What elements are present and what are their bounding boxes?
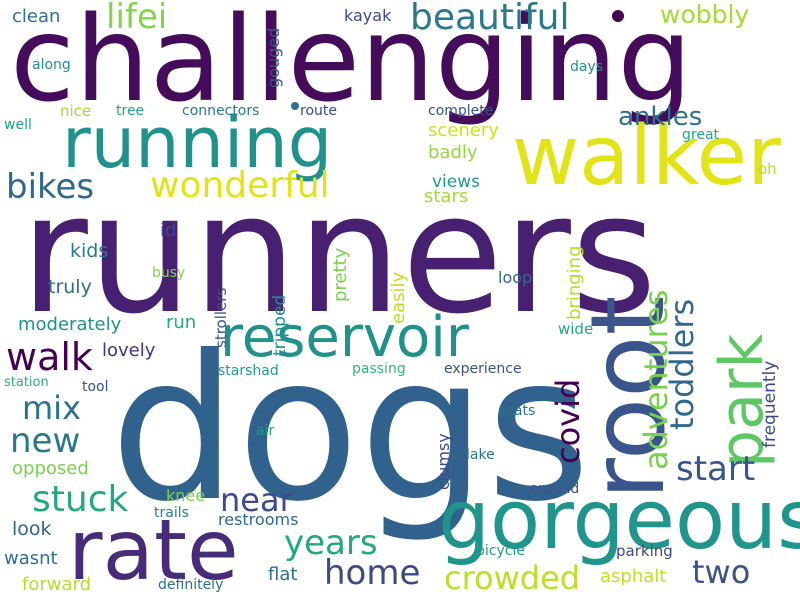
word-connectors: connectors (182, 103, 260, 119)
word-parking: parking (616, 542, 673, 560)
word-running: running (62, 102, 333, 184)
word-stuck: stuck (32, 479, 129, 520)
word-views: views (432, 172, 481, 192)
word-gouged: gouged (264, 27, 283, 88)
word-frequently: frequently (760, 360, 780, 448)
word-lovely: lovely (102, 340, 156, 361)
word-scenery: scenery (428, 120, 499, 141)
word-kids: kids (70, 240, 109, 262)
word-look: look (12, 518, 52, 540)
word-reservoir: reservoir (220, 305, 469, 370)
word-strollers: strollers (212, 287, 230, 348)
word-trails: trails (154, 505, 189, 521)
word-two: two (692, 553, 751, 591)
word-loop: loop (498, 268, 533, 287)
word-near: near (220, 481, 293, 519)
word-bicycle: bicycle (476, 543, 525, 559)
dot-mark (612, 10, 624, 22)
word-experience: experience (444, 361, 522, 377)
word-runners: runners (20, 158, 657, 350)
word-wonderful: wonderful (150, 165, 330, 206)
word-air: air (256, 423, 275, 439)
word-flat: flat (268, 564, 298, 585)
word-bringing: bringing (564, 245, 585, 321)
word-well: well (4, 117, 32, 133)
word-easily: easily (388, 271, 409, 324)
word-run: run (166, 312, 197, 333)
word-lake: lake (466, 447, 495, 463)
word-wasnt: wasnt (4, 548, 58, 569)
word-busy: busy (152, 265, 186, 281)
word-days: days (570, 59, 604, 75)
word-station: station (4, 375, 49, 390)
word-seats: seats (498, 403, 536, 419)
word-wobbly: wobbly (660, 0, 750, 29)
word-truly: truly (48, 276, 92, 298)
word-kayak: kayak (344, 6, 392, 25)
word-moderately: moderately (18, 314, 122, 335)
word-walk: walk (6, 335, 93, 379)
word-covid: covid (549, 378, 587, 464)
word-badly: badly (428, 142, 478, 163)
word-mix: mix (22, 389, 81, 427)
word-tripped: tripped (270, 294, 290, 356)
word-beautiful: beautiful (410, 0, 570, 38)
word-tree: tree (116, 103, 145, 119)
word-gorgeous: gorgeous (438, 473, 800, 568)
word-route: route (300, 103, 337, 119)
word-challenging: challenging (10, 0, 693, 128)
word-opposed: opposed (12, 458, 89, 479)
word-starshad: starshad (218, 363, 279, 379)
word-crowded: crowded (444, 559, 581, 597)
word-oh: oh (758, 160, 777, 178)
word-pretty: pretty (330, 247, 351, 302)
word-dogs: dogs (110, 313, 591, 546)
word-asphalt: asphalt (600, 566, 667, 587)
word-knee: knee (166, 486, 206, 505)
word-forward: forward (22, 574, 92, 595)
word-nice: nice (60, 102, 92, 120)
word-toddlers: toddlers (663, 298, 701, 430)
word-around: around (530, 481, 580, 497)
word-clean: clean (12, 6, 61, 27)
word-tool: tool (82, 379, 109, 395)
word-clumsy: clumsy (434, 433, 453, 490)
word-home: home (324, 553, 421, 593)
word-walker: walker (512, 109, 781, 204)
word-definitely: definitely (158, 577, 224, 593)
word-along: along (32, 57, 71, 73)
word-start: start (676, 449, 756, 489)
word-years: years (284, 523, 378, 563)
word-stars: stars (424, 186, 469, 207)
word-great: great (682, 127, 720, 143)
word-id: id (160, 220, 177, 241)
word-ankles: ankles (618, 102, 703, 132)
word-bikes: bikes (6, 167, 95, 207)
word-rate: rate (68, 501, 239, 599)
word-wide: wide (558, 320, 594, 338)
dot-mark (291, 102, 299, 110)
word-lifei: lifei (106, 0, 168, 37)
word-new: new (10, 421, 81, 461)
word-complete: complete (428, 103, 494, 119)
word-passing: passing (352, 361, 406, 377)
word-restrooms: restrooms (218, 510, 299, 529)
